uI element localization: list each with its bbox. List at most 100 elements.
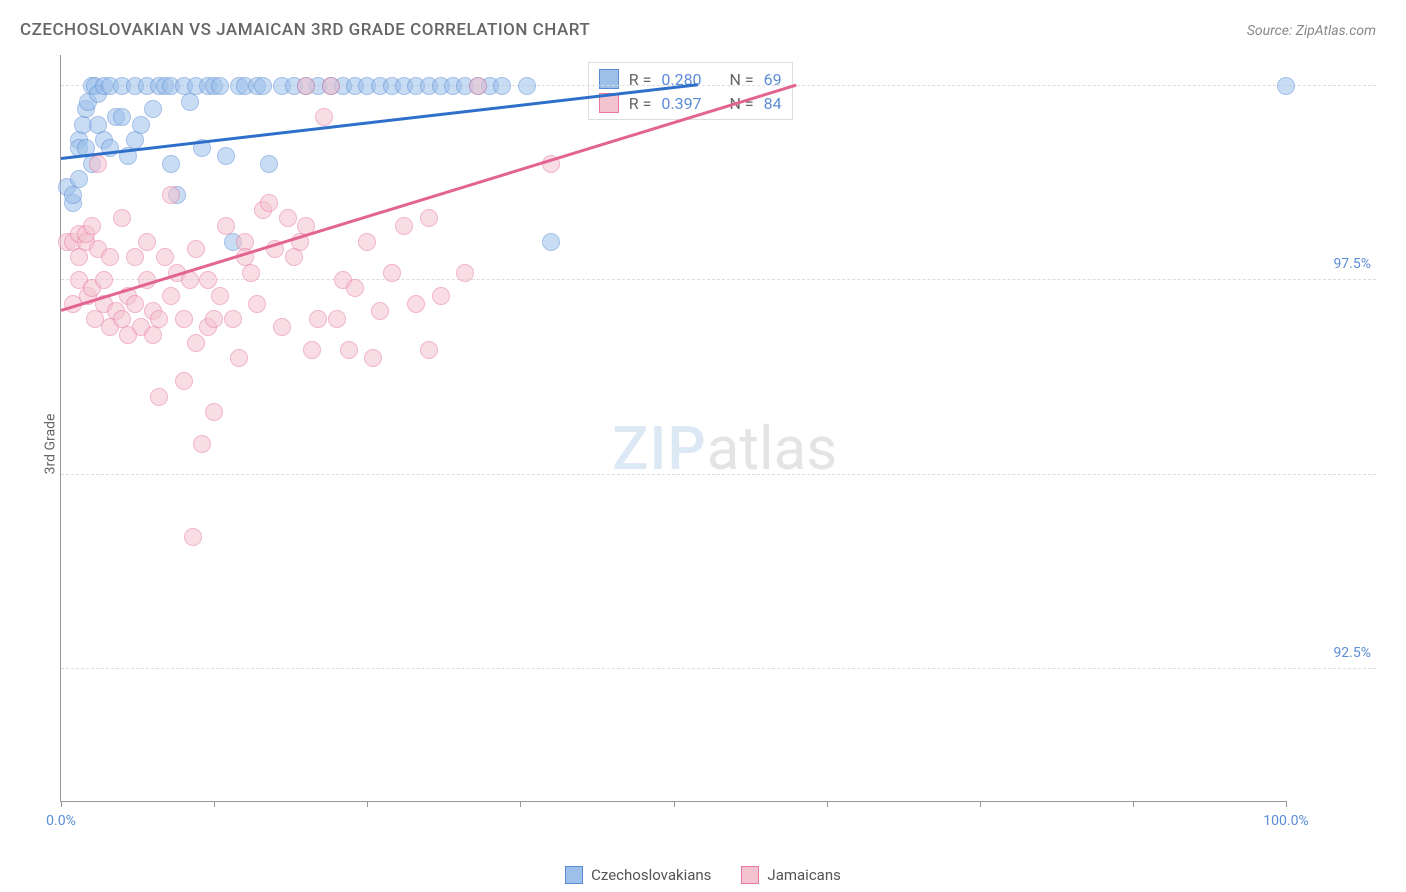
scatter-point: [542, 233, 560, 251]
scatter-point: [383, 264, 401, 282]
x-tick: [674, 801, 675, 807]
y-axis-label: 3rd Grade: [42, 413, 58, 474]
scatter-point: [64, 186, 82, 204]
scatter-point: [205, 403, 223, 421]
x-tick: [827, 801, 828, 807]
chart-title: CZECHOSLOVAKIAN VS JAMAICAN 3RD GRADE CO…: [20, 20, 590, 40]
scatter-point: [297, 77, 315, 95]
scatter-point: [150, 310, 168, 328]
scatter-point: [328, 310, 346, 328]
gridline: [61, 668, 1376, 669]
x-tick: [367, 801, 368, 807]
scatter-point: [211, 77, 229, 95]
scatter-point: [144, 100, 162, 118]
scatter-point: [420, 341, 438, 359]
scatter-point: [322, 77, 340, 95]
y-tick-label: 97.5%: [1333, 256, 1371, 272]
chart-legend: Czechoslovakians Jamaicans: [0, 866, 1406, 884]
scatter-point: [150, 388, 168, 406]
legend-swatch: [741, 866, 759, 884]
scatter-point: [303, 341, 321, 359]
scatter-point: [217, 147, 235, 165]
scatter-point: [285, 248, 303, 266]
scatter-point: [1277, 77, 1295, 95]
scatter-point: [260, 194, 278, 212]
scatter-point: [346, 279, 364, 297]
scatter-point: [70, 170, 88, 188]
scatter-point: [138, 233, 156, 251]
scatter-point: [175, 310, 193, 328]
stats-row: R = 0.280 N = 69: [599, 67, 782, 91]
stats-row: R = 0.397 N = 84: [599, 91, 782, 115]
stats-n-value: 69: [764, 70, 782, 89]
scatter-point: [113, 108, 131, 126]
scatter-point: [260, 155, 278, 173]
scatter-point: [113, 209, 131, 227]
legend-item: Jamaicans: [741, 866, 840, 884]
scatter-point: [364, 349, 382, 367]
scatter-point: [187, 334, 205, 352]
scatter-point: [518, 77, 536, 95]
scatter-point: [187, 240, 205, 258]
scatter-point: [242, 264, 260, 282]
scatter-point: [211, 287, 229, 305]
scatter-point: [456, 264, 474, 282]
scatter-point: [469, 77, 487, 95]
x-tick: [214, 801, 215, 807]
x-tick: [1133, 801, 1134, 807]
x-tick: [520, 801, 521, 807]
scatter-point: [230, 349, 248, 367]
legend-item: Czechoslovakians: [565, 866, 711, 884]
scatter-point: [371, 302, 389, 320]
scatter-point: [126, 295, 144, 313]
scatter-point: [89, 155, 107, 173]
chart-container: 3rd Grade ZIPatlas R = 0.280 N = 69R = 0…: [50, 55, 1376, 832]
scatter-point: [126, 248, 144, 266]
x-tick: [980, 801, 981, 807]
scatter-point: [83, 217, 101, 235]
x-tick-label: 100.0%: [1263, 813, 1308, 829]
scatter-point: [217, 217, 235, 235]
scatter-point: [224, 310, 242, 328]
scatter-point: [432, 287, 450, 305]
gridline: [61, 279, 1376, 280]
x-tick: [61, 801, 62, 807]
legend-label: Jamaicans: [767, 866, 840, 884]
stats-r-label: R =: [629, 70, 652, 89]
scatter-point: [358, 233, 376, 251]
scatter-point: [101, 248, 119, 266]
scatter-point: [70, 248, 88, 266]
stats-n-value: 84: [764, 94, 782, 113]
scatter-point: [273, 318, 291, 336]
gridline: [61, 474, 1376, 475]
scatter-point: [340, 341, 358, 359]
stats-r-value: 0.397: [661, 94, 701, 113]
scatter-point: [162, 155, 180, 173]
stats-r-label: R =: [629, 94, 652, 113]
scatter-point: [254, 77, 272, 95]
chart-source: Source: ZipAtlas.com: [1247, 23, 1376, 39]
y-tick-label: 92.5%: [1333, 645, 1371, 661]
x-tick-label: 0.0%: [46, 813, 76, 829]
scatter-point: [162, 186, 180, 204]
scatter-point: [395, 217, 413, 235]
series-swatch: [599, 69, 619, 89]
scatter-point: [184, 528, 202, 546]
scatter-point: [315, 108, 333, 126]
scatter-point: [407, 295, 425, 313]
scatter-point: [181, 93, 199, 111]
legend-label: Czechoslovakians: [591, 866, 711, 884]
x-tick: [1286, 801, 1287, 807]
scatter-point: [205, 310, 223, 328]
scatter-point: [279, 209, 297, 227]
scatter-point: [156, 248, 174, 266]
scatter-point: [95, 271, 113, 289]
scatter-point: [193, 435, 211, 453]
scatter-point: [309, 310, 327, 328]
scatter-point: [420, 209, 438, 227]
scatter-point: [493, 77, 511, 95]
scatter-point: [144, 326, 162, 344]
legend-swatch: [565, 866, 583, 884]
scatter-point: [132, 116, 150, 134]
chart-header: CZECHOSLOVAKIAN VS JAMAICAN 3RD GRADE CO…: [0, 0, 1406, 50]
